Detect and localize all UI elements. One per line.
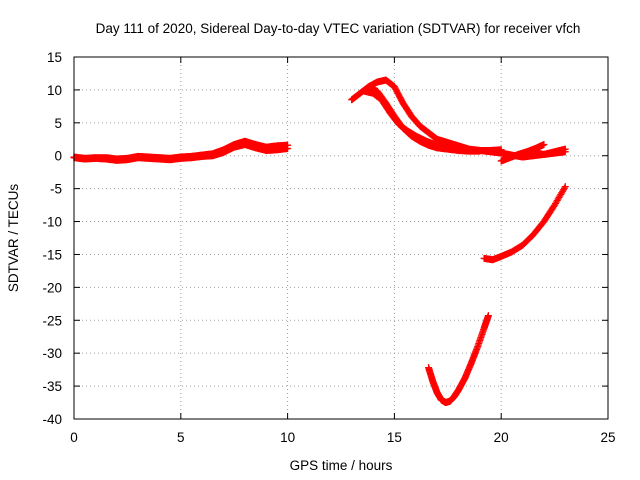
data-points — [70, 76, 569, 407]
x-tick-label: 25 — [600, 430, 615, 445]
y-tick-label: 5 — [54, 116, 62, 131]
chart-title: Day 111 of 2020, Sidereal Day-to-day VTE… — [96, 21, 581, 36]
y-tick-label: 15 — [47, 50, 62, 65]
y-axis-label: SDTVAR / TECUs — [6, 184, 21, 293]
plot-border — [73, 56, 609, 420]
x-tick-label: 15 — [387, 430, 402, 445]
y-tick-label: -30 — [42, 346, 62, 361]
y-tick-label: -10 — [42, 215, 62, 230]
y-tick-label: 10 — [47, 83, 62, 98]
x-tick-label: 5 — [177, 430, 185, 445]
data-point — [560, 184, 568, 192]
series-arc-8 — [519, 145, 569, 158]
grid-lines — [74, 57, 608, 419]
data-point — [284, 141, 292, 149]
series-arc-2 — [70, 137, 292, 163]
y-tick-label: -5 — [50, 182, 62, 197]
series-arc-10 — [425, 312, 492, 407]
y-tick-label: 0 — [54, 149, 62, 164]
data-point — [561, 145, 569, 153]
y-tick-labels: -40 -35 -30 -25 -20 -15 -10 -5 0 5 10 15 — [42, 50, 62, 427]
x-tick-label: 10 — [280, 430, 295, 445]
y-tick-label: -15 — [42, 247, 62, 262]
y-tick-label: -25 — [42, 313, 62, 328]
data-point — [561, 183, 569, 191]
data-point — [540, 141, 548, 149]
data-point — [484, 312, 492, 320]
series-arc-9 — [480, 183, 569, 264]
y-tick-label: -20 — [42, 280, 62, 295]
y-tick-label: -35 — [42, 379, 62, 394]
y-tick-label: -40 — [42, 412, 62, 427]
x-axis-label: GPS time / hours — [290, 458, 393, 473]
x-tick-label: 20 — [494, 430, 509, 445]
x-tick-labels: 0 5 10 15 20 25 — [70, 430, 615, 445]
series-arc-5 — [365, 84, 484, 155]
x-tick-label: 0 — [70, 430, 78, 445]
